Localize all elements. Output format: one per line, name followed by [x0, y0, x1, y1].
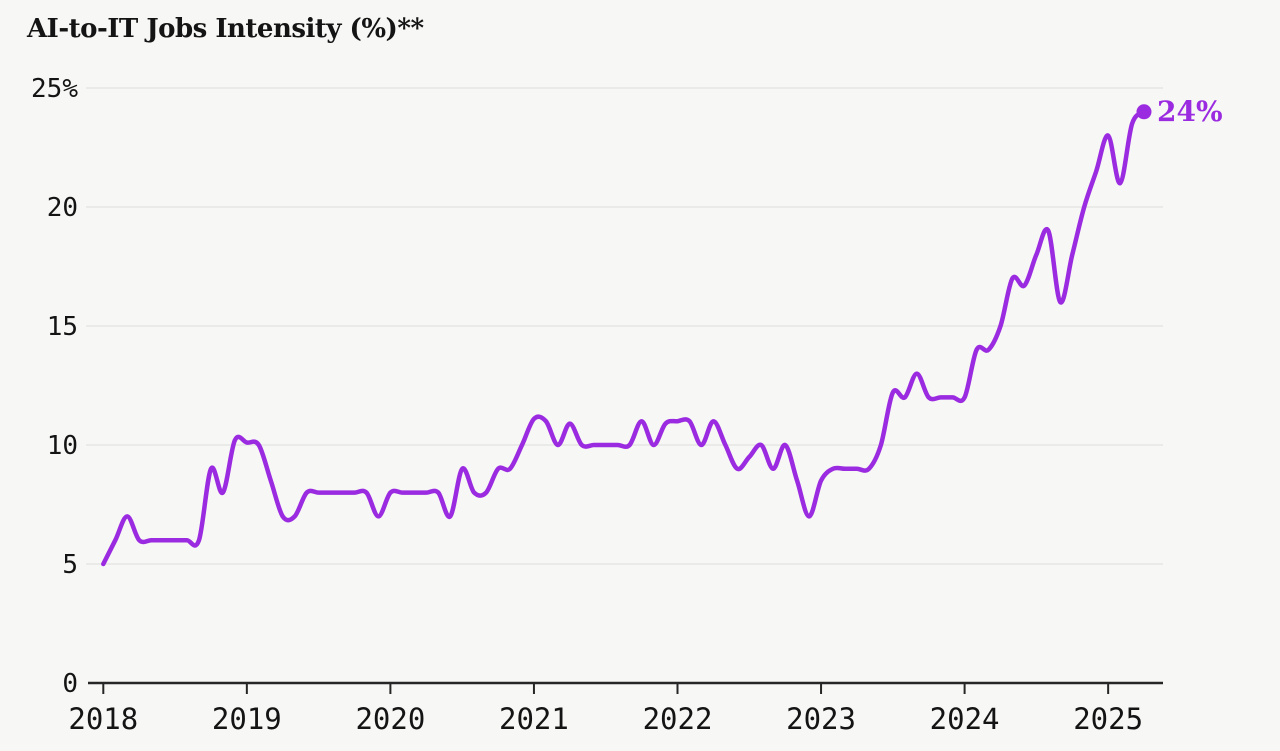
x-tick-label: 2023 — [786, 702, 856, 736]
x-tick-label: 2019 — [212, 702, 282, 736]
end-point-marker — [1136, 104, 1152, 120]
y-tick-label: 10 — [47, 431, 78, 461]
y-tick-label: 5 — [62, 550, 78, 580]
y-tick-label: 15 — [47, 312, 78, 342]
x-tick-label: 2021 — [499, 702, 569, 736]
chart-title: AI-to-IT Jobs Intensity (%)** — [27, 14, 424, 44]
x-tick-label: 2020 — [355, 702, 425, 736]
y-tick-label: 25% — [31, 74, 78, 104]
y-tick-label: 0 — [62, 669, 78, 699]
x-tick-label: 2022 — [643, 702, 713, 736]
x-tick-label: 2018 — [68, 702, 138, 736]
latest-value-label: 24% — [1157, 95, 1223, 128]
x-tick-label: 2025 — [1073, 702, 1143, 736]
x-tick-label: 2024 — [930, 702, 1000, 736]
y-tick-label: 20 — [47, 193, 78, 223]
data-line — [101, 109, 1147, 567]
